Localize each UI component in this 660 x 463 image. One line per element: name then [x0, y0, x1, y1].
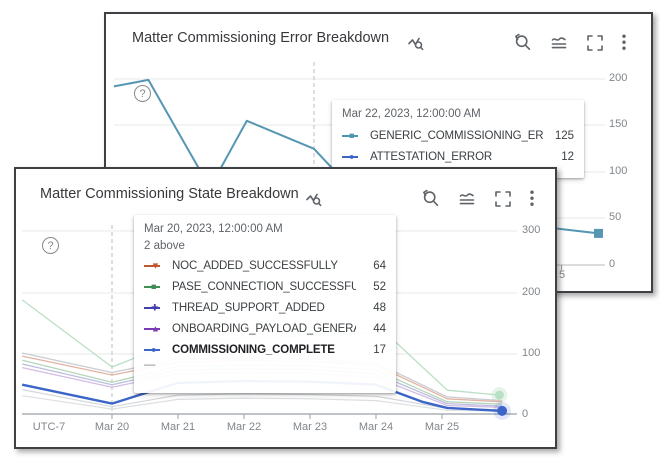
y-tick-label: 200: [609, 72, 628, 84]
tooltip-series-row: ✚ THREAD_SUPPORT_ADDED 48: [144, 297, 386, 318]
x-tick-label: Mar 22: [226, 421, 262, 433]
fullscreen-icon[interactable]: [586, 34, 604, 52]
series-name: THREAD_SUPPORT_ADDED: [172, 301, 325, 314]
x-tick-label: UTC-7: [32, 421, 66, 433]
help-icon[interactable]: ?: [134, 85, 151, 102]
tooltip-overflow-note: 2 above: [144, 240, 185, 252]
x-tick-label: Mar 25: [424, 421, 460, 433]
zoom-reset-icon[interactable]: [421, 189, 440, 208]
y-tick-label: 150: [609, 118, 628, 130]
series-name: NOC_ADDED_SUCCESSFULLY: [172, 259, 338, 272]
card-toolbar: [513, 33, 627, 52]
series-end-marker-GENERIC_COMMISSIONING_ERROR: [594, 228, 603, 238]
tooltip-series-row: ■ GENERIC_COMMISSIONING_ERROR 125: [342, 125, 574, 146]
hover-tooltip: Mar 20, 2023, 12:00:00 AM 2 above ▼ NOC_…: [134, 215, 396, 393]
y-tick-label: 300: [522, 224, 541, 236]
series-name: ATTESTATION_ERROR: [370, 150, 493, 163]
series-marker: ■: [144, 281, 168, 293]
tooltip-series-row: ▼ NOC_ADDED_SUCCESSFULLY 64: [144, 255, 386, 276]
chart-card-state-breakdown: Matter Commissioning State Breakdown: [14, 167, 557, 449]
tooltip-series-row: ● ATTESTATION_ERROR 12: [342, 146, 574, 167]
series-line-unlabeled_below_1: [22, 389, 503, 411]
series-end-marker-unlabeled_above_1: [494, 390, 504, 400]
x-tick-label-partial: 5: [559, 269, 566, 281]
series-marker: ✚: [144, 302, 168, 314]
series-marker: ■: [342, 130, 366, 142]
x-tick-label: Mar 21: [160, 421, 196, 433]
tooltip-timestamp: Mar 20, 2023, 12:00:00 AM: [144, 223, 283, 235]
series-marker: ●: [144, 344, 168, 356]
tooltip-series-row: ● COMMISSIONING_COMPLETE 17: [144, 339, 386, 360]
series-value: 17: [373, 343, 386, 356]
series-value: 125: [554, 129, 574, 142]
series-value: 44: [373, 322, 386, 335]
tooltip-series-row: ■ PASE_CONNECTION_SUCCESSFUL 52: [144, 276, 386, 297]
more-options-icon[interactable]: [621, 33, 627, 52]
x-tick-label: Mar 23: [292, 421, 328, 433]
legend-toggle-icon[interactable]: [457, 189, 477, 208]
fullscreen-icon[interactable]: [494, 190, 512, 208]
y-tick-label: 200: [522, 286, 541, 298]
metrics-explorer-icon[interactable]: [408, 35, 424, 51]
series-marker: ●: [342, 151, 366, 163]
x-axis-ticks: [111, 414, 443, 419]
series-name: PASE_CONNECTION_SUCCESSFUL: [172, 280, 356, 293]
x-tick-label: Mar 24: [358, 421, 394, 433]
series-name: ONBOARDING_PAYLOAD_GENERATED: [172, 322, 356, 335]
y-tick-label: 100: [522, 347, 541, 359]
hover-tooltip: Mar 22, 2023, 12:00:00 AM ■ GENERIC_COMM…: [332, 100, 584, 178]
y-tick-label: 0: [609, 258, 616, 270]
help-glyph: ?: [47, 239, 54, 252]
tooltip-series-row: ▲ ONBOARDING_PAYLOAD_GENERATED 44: [144, 318, 386, 339]
y-tick-label: 100: [609, 165, 628, 177]
tooltip-partial-row-dash: —: [144, 359, 156, 371]
help-icon[interactable]: ?: [42, 237, 59, 254]
chart-title: Matter Commissioning State Breakdown: [40, 186, 299, 202]
legend-toggle-icon[interactable]: [549, 33, 569, 52]
series-marker: ▲: [144, 323, 168, 335]
x-tick-label: Mar 20: [94, 421, 130, 433]
series-marker: ▼: [144, 260, 168, 272]
series-name: COMMISSIONING_COMPLETE: [172, 343, 335, 356]
more-options-icon[interactable]: [529, 189, 535, 208]
series-value: 64: [373, 259, 386, 272]
y-tick-label: 50: [609, 211, 622, 223]
series-value: 52: [373, 280, 386, 293]
series-name: GENERIC_COMMISSIONING_ERROR: [370, 129, 544, 142]
zoom-reset-icon[interactable]: [513, 33, 532, 52]
tooltip-timestamp: Mar 22, 2023, 12:00:00 AM: [342, 108, 481, 120]
series-end-marker-COMMISSIONING_COMPLETE: [497, 405, 508, 416]
series-value: 48: [373, 301, 386, 314]
card-toolbar: [421, 189, 535, 208]
help-glyph: ?: [139, 87, 146, 100]
metrics-explorer-icon[interactable]: [306, 191, 322, 207]
chart-title: Matter Commissioning Error Breakdown: [132, 30, 390, 46]
y-tick-label: 0: [522, 408, 529, 420]
series-line-unlabeled_below_2: [22, 395, 503, 412]
series-value: 12: [561, 150, 574, 163]
